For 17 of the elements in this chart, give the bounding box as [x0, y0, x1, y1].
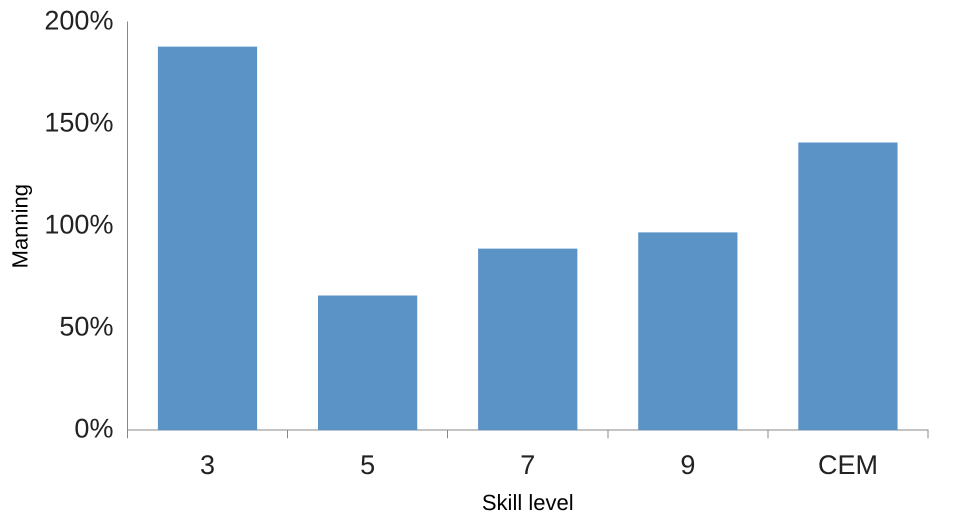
y-tick-label: 150% [44, 108, 114, 138]
x-axis-title: Skill level [482, 490, 574, 515]
bar [798, 142, 898, 430]
y-tick-label: 50% [59, 312, 114, 342]
y-tick-label: 200% [44, 6, 114, 36]
bar [318, 296, 418, 430]
x-tick-label: 9 [680, 450, 696, 480]
bar [638, 232, 738, 430]
x-tick-label: 3 [200, 450, 216, 480]
bar [158, 46, 258, 430]
y-axis-title: Manning [7, 184, 32, 268]
y-tick-label: 100% [44, 210, 114, 240]
bar [478, 248, 578, 430]
x-tick-label: 7 [520, 450, 536, 480]
y-tick-label: 0% [74, 414, 114, 444]
x-tick-label: CEM [818, 450, 878, 480]
x-tick-label: 5 [360, 450, 376, 480]
